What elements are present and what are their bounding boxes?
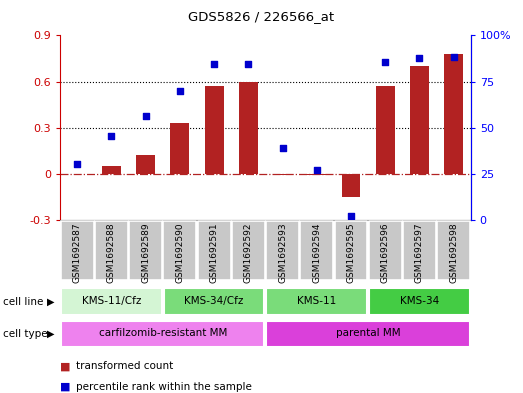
Text: ■: ■ <box>60 361 71 371</box>
Text: GSM1692595: GSM1692595 <box>346 222 356 283</box>
Text: percentile rank within the sample: percentile rank within the sample <box>76 382 252 392</box>
Text: parental MM: parental MM <box>336 328 401 338</box>
Text: ▶: ▶ <box>48 297 55 307</box>
Point <box>415 55 424 62</box>
Bar <box>369 288 470 315</box>
Text: GSM1692590: GSM1692590 <box>175 222 185 283</box>
Text: ▶: ▶ <box>48 329 55 339</box>
Bar <box>232 221 265 280</box>
Text: carfilzomib-resistant MM: carfilzomib-resistant MM <box>99 328 227 338</box>
Bar <box>376 86 394 174</box>
Bar <box>273 174 292 175</box>
Point <box>381 59 389 65</box>
Bar <box>95 221 128 280</box>
Text: GDS5826 / 226566_at: GDS5826 / 226566_at <box>188 10 335 23</box>
Text: ■: ■ <box>60 382 71 392</box>
Bar <box>239 82 258 174</box>
Bar <box>137 155 155 174</box>
Text: GSM1692597: GSM1692597 <box>415 222 424 283</box>
Bar <box>170 123 189 174</box>
Bar <box>164 221 196 280</box>
Bar <box>204 86 223 174</box>
Point <box>142 112 150 119</box>
Bar <box>61 221 94 280</box>
Point <box>244 61 253 67</box>
Point <box>107 133 116 139</box>
Text: GSM1692592: GSM1692592 <box>244 222 253 283</box>
Text: transformed count: transformed count <box>76 361 173 371</box>
Bar <box>335 221 367 280</box>
Bar <box>129 221 162 280</box>
Text: cell line: cell line <box>3 297 43 307</box>
Point <box>347 213 355 220</box>
Text: KMS-34/Cfz: KMS-34/Cfz <box>185 296 244 306</box>
Text: KMS-34: KMS-34 <box>400 296 439 306</box>
Point <box>73 161 82 167</box>
Point <box>278 145 287 151</box>
Text: GSM1692588: GSM1692588 <box>107 222 116 283</box>
Bar <box>266 221 299 280</box>
Bar <box>300 221 333 280</box>
Text: GSM1692594: GSM1692594 <box>312 222 321 283</box>
Point <box>313 167 321 173</box>
Bar <box>437 221 470 280</box>
Point <box>176 88 184 94</box>
Bar <box>61 321 265 347</box>
Bar <box>403 221 436 280</box>
Bar <box>369 221 402 280</box>
Bar <box>342 174 360 197</box>
Bar <box>266 288 367 315</box>
Point <box>449 53 458 60</box>
Bar <box>308 174 326 175</box>
Point <box>210 61 218 67</box>
Bar <box>102 166 121 174</box>
Text: GSM1692596: GSM1692596 <box>381 222 390 283</box>
Bar <box>61 288 162 315</box>
Bar <box>410 66 429 174</box>
Text: KMS-11: KMS-11 <box>297 296 336 306</box>
Text: KMS-11/Cfz: KMS-11/Cfz <box>82 296 141 306</box>
Text: GSM1692591: GSM1692591 <box>210 222 219 283</box>
Text: GSM1692593: GSM1692593 <box>278 222 287 283</box>
Bar <box>164 288 265 315</box>
Text: GSM1692589: GSM1692589 <box>141 222 150 283</box>
Bar <box>266 321 470 347</box>
Text: GSM1692598: GSM1692598 <box>449 222 458 283</box>
Bar <box>444 54 463 174</box>
Text: GSM1692587: GSM1692587 <box>73 222 82 283</box>
Bar <box>198 221 231 280</box>
Text: cell type: cell type <box>3 329 47 339</box>
